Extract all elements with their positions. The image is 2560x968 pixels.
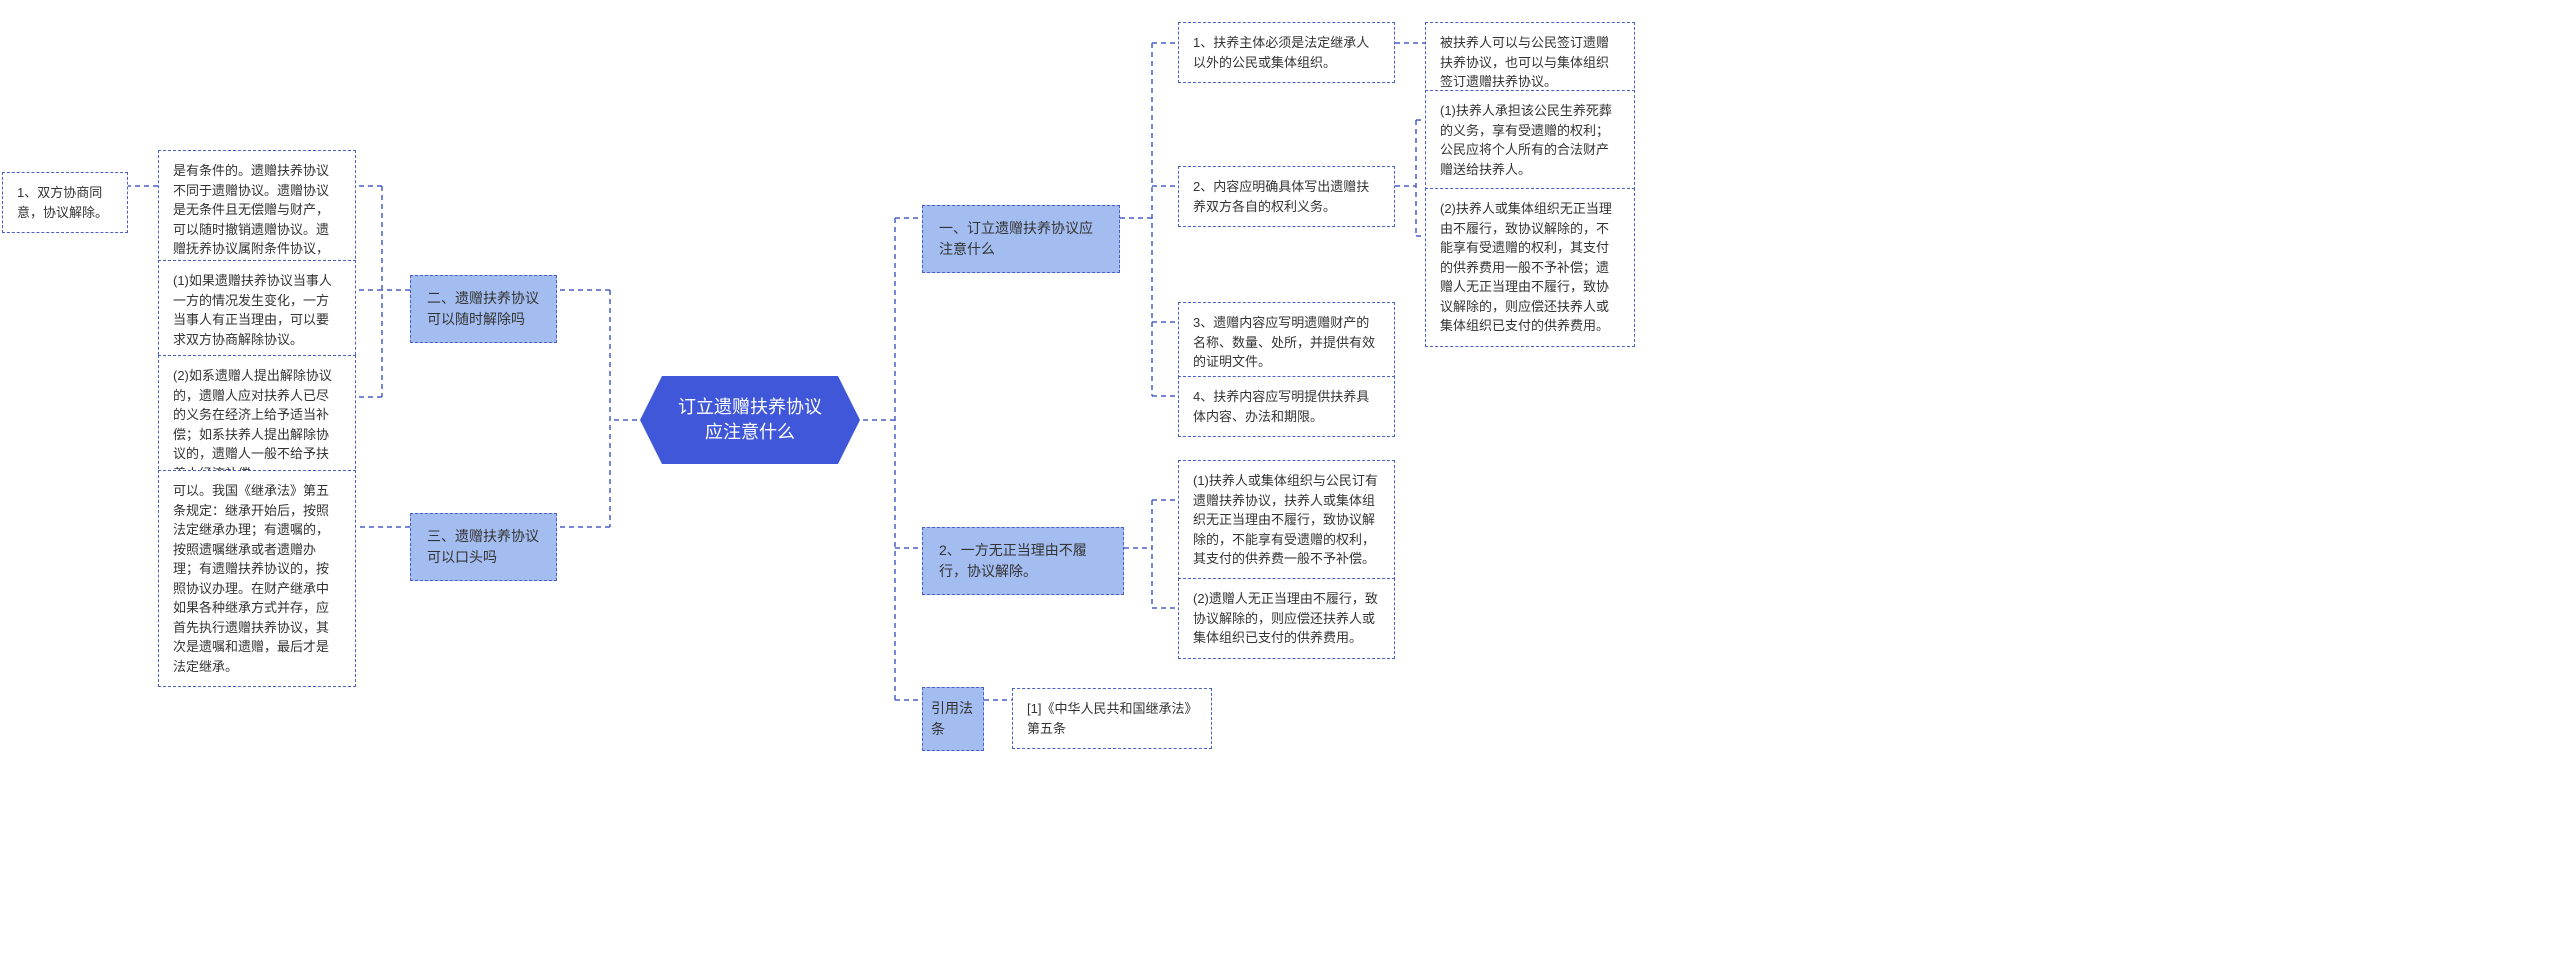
node-text: 4、扶养内容应写明提供扶养具体内容、办法和期限。 bbox=[1193, 389, 1369, 424]
branch-label: 引用法条 bbox=[931, 700, 973, 737]
branch-left-3: 三、遗赠扶养协议可以口头吗 bbox=[410, 513, 557, 581]
node-text: (1)如果遗赠扶养协议当事人一方的情况发生变化，一方当事人有正当理由，可以要求双… bbox=[173, 273, 332, 347]
node-r2-2: (2)遗赠人无正当理由不履行，致协议解除的，则应偿还扶养人或集体组织已支付的供养… bbox=[1178, 578, 1395, 659]
branch-right-1: 一、订立遗赠扶养协议应注意什么 bbox=[922, 205, 1120, 273]
node-text: (1)扶养人或集体组织与公民订有遗赠扶养协议，扶养人或集体组织无正当理由不履行，… bbox=[1193, 473, 1378, 566]
node-r1-3: 3、遗赠内容应写明遗赠财产的名称、数量、处所，并提供有效的证明文件。 bbox=[1178, 302, 1395, 383]
node-r1-2: 2、内容应明确具体写出遗赠扶养双方各自的权利义务。 bbox=[1178, 166, 1395, 227]
node-text: (2)遗赠人无正当理由不履行，致协议解除的，则应偿还扶养人或集体组织已支付的供养… bbox=[1193, 591, 1378, 645]
branch-right-3: 引用法条 bbox=[922, 687, 984, 751]
branch-right-2: 2、一方无正当理由不履行，协议解除。 bbox=[922, 527, 1124, 595]
node-r1-1: 1、扶养主体必须是法定继承人以外的公民或集体组织。 bbox=[1178, 22, 1395, 83]
branch-label: 一、订立遗赠扶养协议应注意什么 bbox=[939, 220, 1093, 257]
branch-label: 二、遗赠扶养协议可以随时解除吗 bbox=[427, 290, 539, 327]
node-text: 1、双方协商同意，协议解除。 bbox=[17, 185, 108, 220]
center-label: 订立遗赠扶养协议应注意什么 bbox=[670, 395, 830, 445]
node-text: 3、遗赠内容应写明遗赠财产的名称、数量、处所，并提供有效的证明文件。 bbox=[1193, 315, 1375, 369]
node-r1-4: 4、扶养内容应写明提供扶养具体内容、办法和期限。 bbox=[1178, 376, 1395, 437]
node-r1-2-right1: (1)扶养人承担该公民生养死葬的义务，享有受遗赠的权利；公民应将个人所有的合法财… bbox=[1425, 90, 1635, 190]
node-r3-1: [1]《中华人民共和国继承法》第五条 bbox=[1012, 688, 1212, 749]
branch-label: 三、遗赠扶养协议可以口头吗 bbox=[427, 528, 539, 565]
node-r1-2-right2: (2)扶养人或集体组织无正当理由不履行，致协议解除的，不能享有受遗赠的权利，其支… bbox=[1425, 188, 1635, 347]
node-l2-1-left: 1、双方协商同意，协议解除。 bbox=[2, 172, 128, 233]
node-l3-1: 可以。我国《继承法》第五条规定：继承开始后，按照法定继承办理；有遗嘱的，按照遗嘱… bbox=[158, 470, 356, 687]
node-text: 被扶养人可以与公民签订遗赠扶养协议，也可以与集体组织签订遗赠扶养协议。 bbox=[1440, 35, 1609, 89]
branch-label: 2、一方无正当理由不履行，协议解除。 bbox=[939, 542, 1087, 579]
node-text: 可以。我国《继承法》第五条规定：继承开始后，按照法定继承办理；有遗嘱的，按照遗嘱… bbox=[173, 483, 329, 674]
node-text: [1]《中华人民共和国继承法》第五条 bbox=[1027, 701, 1191, 736]
node-text: 1、扶养主体必须是法定继承人以外的公民或集体组织。 bbox=[1193, 35, 1369, 70]
node-l2-2: (1)如果遗赠扶养协议当事人一方的情况发生变化，一方当事人有正当理由，可以要求双… bbox=[158, 260, 356, 360]
node-text: (2)如系遗赠人提出解除协议的，遗赠人应对扶养人已尽的义务在经济上给予适当补偿；… bbox=[173, 368, 332, 481]
node-text: (1)扶养人承担该公民生养死葬的义务，享有受遗赠的权利；公民应将个人所有的合法财… bbox=[1440, 103, 1612, 177]
node-text: 2、内容应明确具体写出遗赠扶养双方各自的权利义务。 bbox=[1193, 179, 1369, 214]
node-text: (2)扶养人或集体组织无正当理由不履行，致协议解除的，不能享有受遗赠的权利，其支… bbox=[1440, 201, 1612, 333]
branch-left-2: 二、遗赠扶养协议可以随时解除吗 bbox=[410, 275, 557, 343]
center-node: 订立遗赠扶养协议应注意什么 bbox=[640, 376, 860, 464]
node-r2-1: (1)扶养人或集体组织与公民订有遗赠扶养协议，扶养人或集体组织无正当理由不履行，… bbox=[1178, 460, 1395, 580]
